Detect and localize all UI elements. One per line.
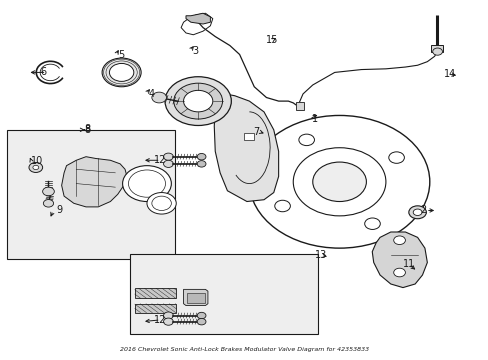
Bar [243, 134, 254, 140]
Polygon shape [61, 157, 127, 207]
Circle shape [249, 116, 429, 248]
Circle shape [42, 187, 54, 196]
Text: 13: 13 [315, 250, 327, 260]
Circle shape [412, 209, 421, 216]
Circle shape [102, 58, 141, 87]
Text: 2016 Chevrolet Sonic Anti-Lock Brakes Modulator Valve Diagram for 42353833: 2016 Chevrolet Sonic Anti-Lock Brakes Mo… [120, 347, 368, 352]
Circle shape [408, 206, 426, 219]
Circle shape [152, 92, 166, 103]
Circle shape [274, 200, 290, 212]
Text: 5: 5 [118, 50, 124, 60]
Text: 3: 3 [192, 46, 199, 56]
Polygon shape [185, 13, 210, 24]
Polygon shape [183, 289, 207, 306]
Circle shape [197, 312, 205, 319]
Text: 12: 12 [154, 155, 166, 165]
Circle shape [393, 236, 405, 244]
Circle shape [298, 134, 314, 145]
Polygon shape [186, 293, 204, 303]
Text: 9: 9 [56, 206, 62, 216]
Circle shape [197, 319, 205, 325]
Circle shape [163, 160, 173, 167]
Circle shape [183, 90, 212, 112]
Polygon shape [371, 232, 427, 288]
Circle shape [163, 318, 173, 325]
Bar [130, 253, 317, 334]
Circle shape [152, 196, 171, 211]
Text: 2: 2 [419, 206, 426, 216]
Text: 10: 10 [31, 156, 43, 166]
Circle shape [163, 312, 173, 319]
Circle shape [432, 48, 442, 55]
Circle shape [312, 162, 366, 202]
Circle shape [293, 148, 385, 216]
Circle shape [33, 165, 39, 170]
Bar [295, 102, 303, 110]
Bar [135, 304, 176, 313]
Circle shape [122, 166, 171, 202]
Circle shape [147, 193, 176, 214]
Bar [6, 130, 174, 259]
Text: 14: 14 [444, 69, 456, 79]
Circle shape [173, 83, 222, 119]
Polygon shape [214, 94, 278, 202]
Text: 8: 8 [84, 124, 90, 134]
Text: 6: 6 [41, 67, 47, 77]
Circle shape [197, 153, 205, 160]
Circle shape [164, 77, 231, 126]
Circle shape [43, 199, 54, 207]
Text: 12: 12 [154, 315, 166, 325]
Circle shape [29, 162, 42, 172]
Text: 8: 8 [84, 125, 90, 135]
Circle shape [163, 153, 173, 160]
Circle shape [393, 268, 405, 277]
Circle shape [109, 63, 134, 81]
Bar [135, 288, 176, 298]
Circle shape [388, 152, 404, 163]
Text: 4: 4 [148, 89, 155, 99]
Circle shape [364, 218, 380, 229]
Bar [430, 45, 443, 51]
Text: 1: 1 [311, 114, 318, 124]
Text: 7: 7 [253, 127, 259, 136]
Circle shape [128, 170, 165, 197]
Text: 15: 15 [266, 35, 278, 45]
Circle shape [197, 161, 205, 167]
Text: 11: 11 [402, 259, 414, 269]
